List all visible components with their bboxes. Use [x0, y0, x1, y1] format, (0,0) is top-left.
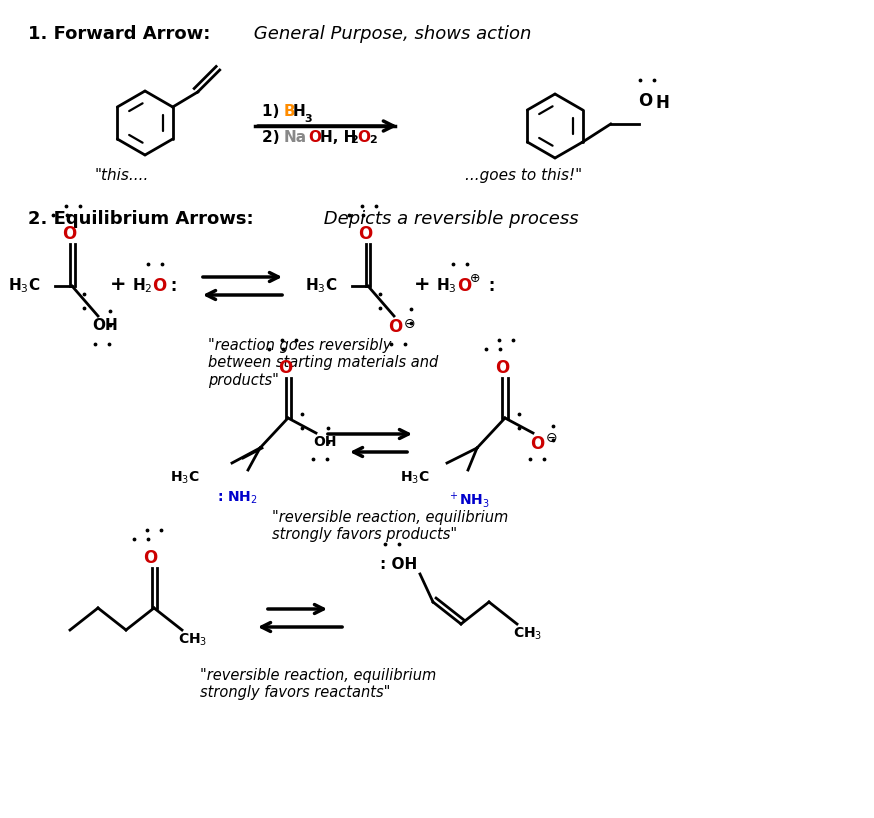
Text: O: O: [62, 225, 76, 243]
Text: :: :: [483, 277, 496, 295]
Text: $^+$NH$_3$: $^+$NH$_3$: [447, 490, 489, 510]
Text: H: H: [656, 94, 669, 112]
Text: O: O: [495, 359, 510, 377]
Text: O: O: [143, 549, 157, 567]
Text: B: B: [284, 104, 295, 119]
Text: OH: OH: [313, 435, 336, 449]
Text: "reversible reaction, equilibrium
strongly favors reactants": "reversible reaction, equilibrium strong…: [200, 668, 436, 700]
Text: Na: Na: [284, 130, 307, 145]
Text: H$_3$: H$_3$: [436, 276, 457, 295]
Text: ⊖: ⊖: [404, 317, 416, 331]
Text: +: +: [413, 275, 430, 294]
Text: H$_3$C: H$_3$C: [170, 470, 200, 486]
Text: 2: 2: [350, 135, 357, 145]
Text: 2): 2): [262, 130, 285, 145]
Text: 1. Forward Arrow:: 1. Forward Arrow:: [28, 25, 211, 43]
Text: :: :: [165, 277, 177, 295]
Text: : OH: : OH: [380, 557, 417, 572]
Text: : NH$_2$: : NH$_2$: [217, 490, 258, 506]
Text: "this....: "this....: [95, 168, 149, 183]
Text: H$_3$C: H$_3$C: [8, 276, 40, 295]
Text: O: O: [308, 130, 321, 145]
Text: O: O: [530, 435, 545, 453]
Text: 2: 2: [369, 135, 377, 145]
Text: H, H: H, H: [320, 130, 357, 145]
Text: Depicts a reversible process: Depicts a reversible process: [318, 210, 579, 228]
Text: ...goes to this!": ...goes to this!": [465, 168, 582, 183]
Text: O: O: [457, 277, 471, 295]
Text: O: O: [278, 359, 292, 377]
Text: CH$_3$: CH$_3$: [513, 626, 542, 642]
Text: H$_3$C: H$_3$C: [305, 276, 337, 295]
Text: 2. Equilibrium Arrows:: 2. Equilibrium Arrows:: [28, 210, 253, 228]
Text: 3: 3: [304, 114, 312, 124]
Text: H$_2$: H$_2$: [132, 276, 153, 295]
Text: General Purpose, shows action: General Purpose, shows action: [248, 25, 531, 43]
Text: O: O: [638, 92, 652, 110]
Text: "reaction goes reversibly
between starting materials and
products": "reaction goes reversibly between starti…: [208, 338, 438, 388]
Text: H$_3$C: H$_3$C: [400, 470, 430, 486]
Text: O: O: [357, 130, 370, 145]
Text: CH$_3$: CH$_3$: [178, 632, 207, 649]
Text: OH: OH: [92, 318, 118, 333]
Text: 1): 1): [262, 104, 285, 119]
Text: H: H: [293, 104, 306, 119]
Text: "reversible reaction, equilibrium
strongly favors products": "reversible reaction, equilibrium strong…: [272, 510, 509, 542]
Text: O: O: [152, 277, 166, 295]
Text: ⊖: ⊖: [546, 431, 558, 445]
Text: O: O: [358, 225, 372, 243]
Text: O: O: [388, 318, 402, 336]
Text: +: +: [110, 275, 126, 294]
Text: ⊕: ⊕: [470, 272, 481, 285]
